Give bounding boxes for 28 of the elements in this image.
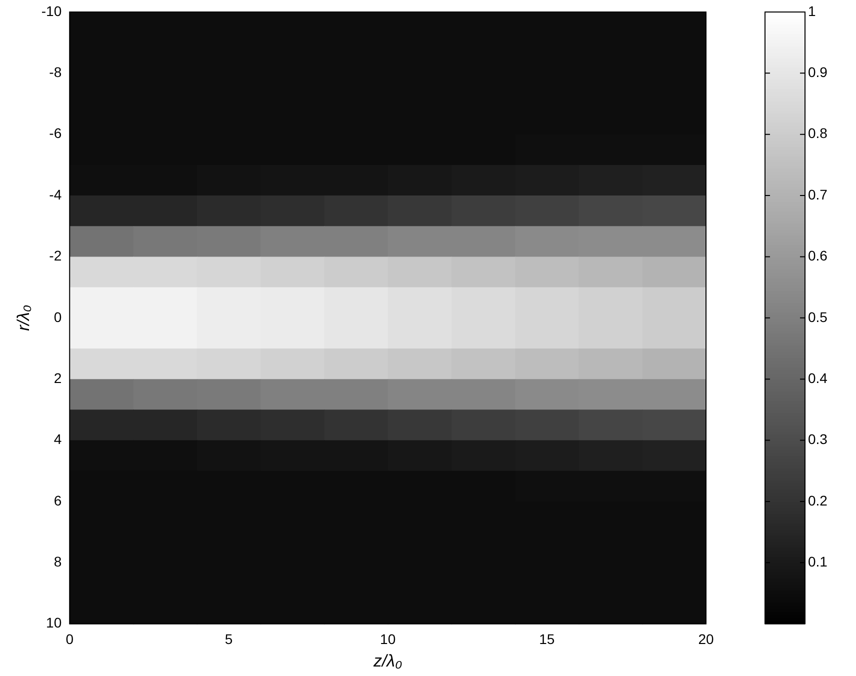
x-axis-title: z/λ₀ (372, 652, 402, 671)
y-tick-label: -8 (49, 64, 62, 80)
y-tick-label: -10 (41, 2, 62, 19)
color-bar-label: 0.7 (808, 186, 828, 202)
x-tick-label: 5 (224, 631, 233, 648)
x-tick-label: 10 (380, 631, 396, 648)
color-bar-label: 0.5 (808, 308, 828, 325)
color-bar-label: 0.3 (808, 431, 828, 448)
color-bar-label: 0.9 (808, 64, 828, 80)
x-tick-label: 20 (698, 631, 714, 648)
color-bar-label: 0.1 (808, 553, 828, 570)
color-bar-label: 1 (808, 2, 816, 19)
color-bar-label: 0.2 (808, 492, 828, 508)
color-bar-label: 0.4 (808, 370, 828, 386)
color-bar-label: 0.8 (808, 125, 828, 142)
x-tick-label: 0 (66, 631, 74, 648)
color-bar-label: 0.6 (808, 248, 828, 264)
y-tick-label: 4 (54, 431, 62, 448)
x-tick-label: 15 (539, 631, 555, 648)
y-tick-label: 6 (54, 492, 62, 508)
y-tick-label: 0 (54, 308, 62, 325)
y-tick-label: 8 (54, 553, 62, 570)
y-axis-title: r/λ₀ (14, 304, 33, 331)
y-tick-label: -2 (49, 248, 62, 264)
y-tick-label: 10 (46, 614, 62, 631)
y-tick-label: 2 (54, 370, 62, 386)
y-tick-label: -4 (49, 186, 62, 202)
y-tick-label: -6 (49, 125, 62, 142)
